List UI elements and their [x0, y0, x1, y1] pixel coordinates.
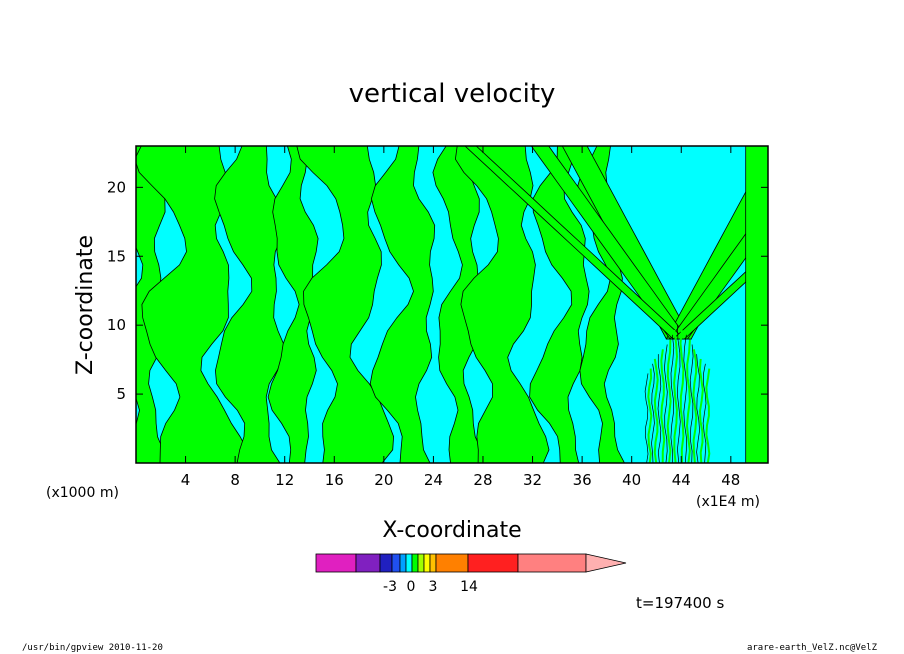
x-tick-label-40: 40: [622, 471, 641, 489]
v-band-4: [669, 202, 768, 340]
dense-contour-15: [689, 344, 694, 463]
footer-left: /usr/bin/gpview 2010-11-20: [22, 643, 163, 653]
dense-contour-2: [647, 368, 653, 463]
footer-right: arare-earth_VelZ.nc@VelZ: [747, 643, 878, 653]
x-tick-label-4: 4: [181, 471, 191, 489]
colorbar-cell-11: [435, 553, 469, 573]
x-unit-right: (x1E4 m): [696, 494, 760, 510]
v-band-3: [530, 146, 689, 340]
dense-contour-4: [653, 358, 659, 463]
dense-contour-11: [676, 325, 681, 463]
y-axis-ticks: 5 10 15 20: [107, 178, 768, 403]
dense-contour-19: [702, 363, 707, 463]
colorbar-cell-7: [411, 553, 419, 573]
dense-contour-17: [696, 354, 700, 463]
positive-velocity-regions: [136, 146, 768, 463]
x-tick-label-8: 8: [230, 471, 240, 489]
x-tick-label-24: 24: [424, 471, 443, 489]
colorbar: -3 0 3 14: [315, 553, 627, 595]
positive-band-4: [267, 146, 319, 463]
dense-contour-12: [679, 329, 685, 463]
positive-band-6: [369, 146, 436, 463]
colorbar-cell-1: [315, 553, 357, 573]
colorbar-cell-10: [429, 553, 437, 573]
positive-band-right-edge: [745, 146, 768, 463]
dense-contour-3: [651, 363, 655, 463]
x-tick-label-20: 20: [374, 471, 393, 489]
positive-band-8: [454, 146, 550, 463]
colorbar-cell-3: [379, 553, 393, 573]
time-label: t=197400 s: [636, 594, 724, 612]
y-tick-label-10: 10: [107, 316, 126, 334]
dense-contour-20: [705, 368, 711, 463]
dense-contour-7: [664, 344, 668, 463]
colorbar-cell-6: [405, 553, 413, 573]
colorbar-tick-label-3: 3: [429, 579, 438, 595]
dense-contour-10: [673, 329, 679, 463]
y-axis-label: Z-coordinate: [73, 235, 98, 375]
colorbar-cell-9: [423, 553, 431, 573]
colorbar-extension-arrow: [585, 553, 627, 573]
x-tick-label-28: 28: [473, 471, 492, 489]
x-tick-label-12: 12: [275, 471, 294, 489]
v-band-5: [464, 146, 686, 340]
positive-band-2: [136, 146, 248, 463]
colorbar-tick-label-1: -3: [383, 579, 397, 595]
x-tick-label-48: 48: [721, 471, 740, 489]
x-axis-ticks: 4 8 12 16 20 24 28 32 36 40 44 48: [181, 146, 740, 489]
y-tick-label-5: 5: [116, 385, 126, 403]
colorbar-tick-label-2: 0: [407, 579, 416, 595]
dense-contour-18: [698, 358, 704, 463]
x-tick-label-36: 36: [573, 471, 592, 489]
colorbar-cell-12: [467, 553, 519, 573]
colorbar-tick-label-4: 14: [460, 579, 478, 595]
dense-contour-8: [666, 339, 672, 463]
x-tick-label-16: 16: [325, 471, 344, 489]
plot-frame: [135, 145, 769, 464]
x-tick-label-44: 44: [672, 471, 691, 489]
dense-contour-9: [670, 334, 675, 463]
dense-contour-1: [644, 373, 649, 463]
x-unit-left: (x1000 m): [46, 485, 119, 501]
dense-contour-16: [692, 349, 698, 463]
colorbar-cell-5: [399, 553, 407, 573]
positive-band-5: [296, 146, 395, 463]
y-tick-label-20: 20: [107, 178, 126, 196]
colorbar-cell-13: [517, 553, 587, 573]
y-tick-label-15: 15: [107, 247, 126, 265]
x-tick-label-32: 32: [523, 471, 542, 489]
colorbar-cell-8: [417, 553, 425, 573]
colorbar-cell-2: [355, 553, 381, 573]
colorbar-cell-4: [391, 553, 401, 573]
x-axis-label: X-coordinate: [382, 518, 521, 543]
dense-contour-6: [660, 349, 666, 463]
chart-title: vertical velocity: [349, 79, 556, 109]
dense-contour-5: [657, 354, 662, 463]
positive-band-7: [432, 146, 488, 463]
dense-contour-14: [685, 339, 691, 463]
dense-contour-13: [683, 334, 688, 463]
